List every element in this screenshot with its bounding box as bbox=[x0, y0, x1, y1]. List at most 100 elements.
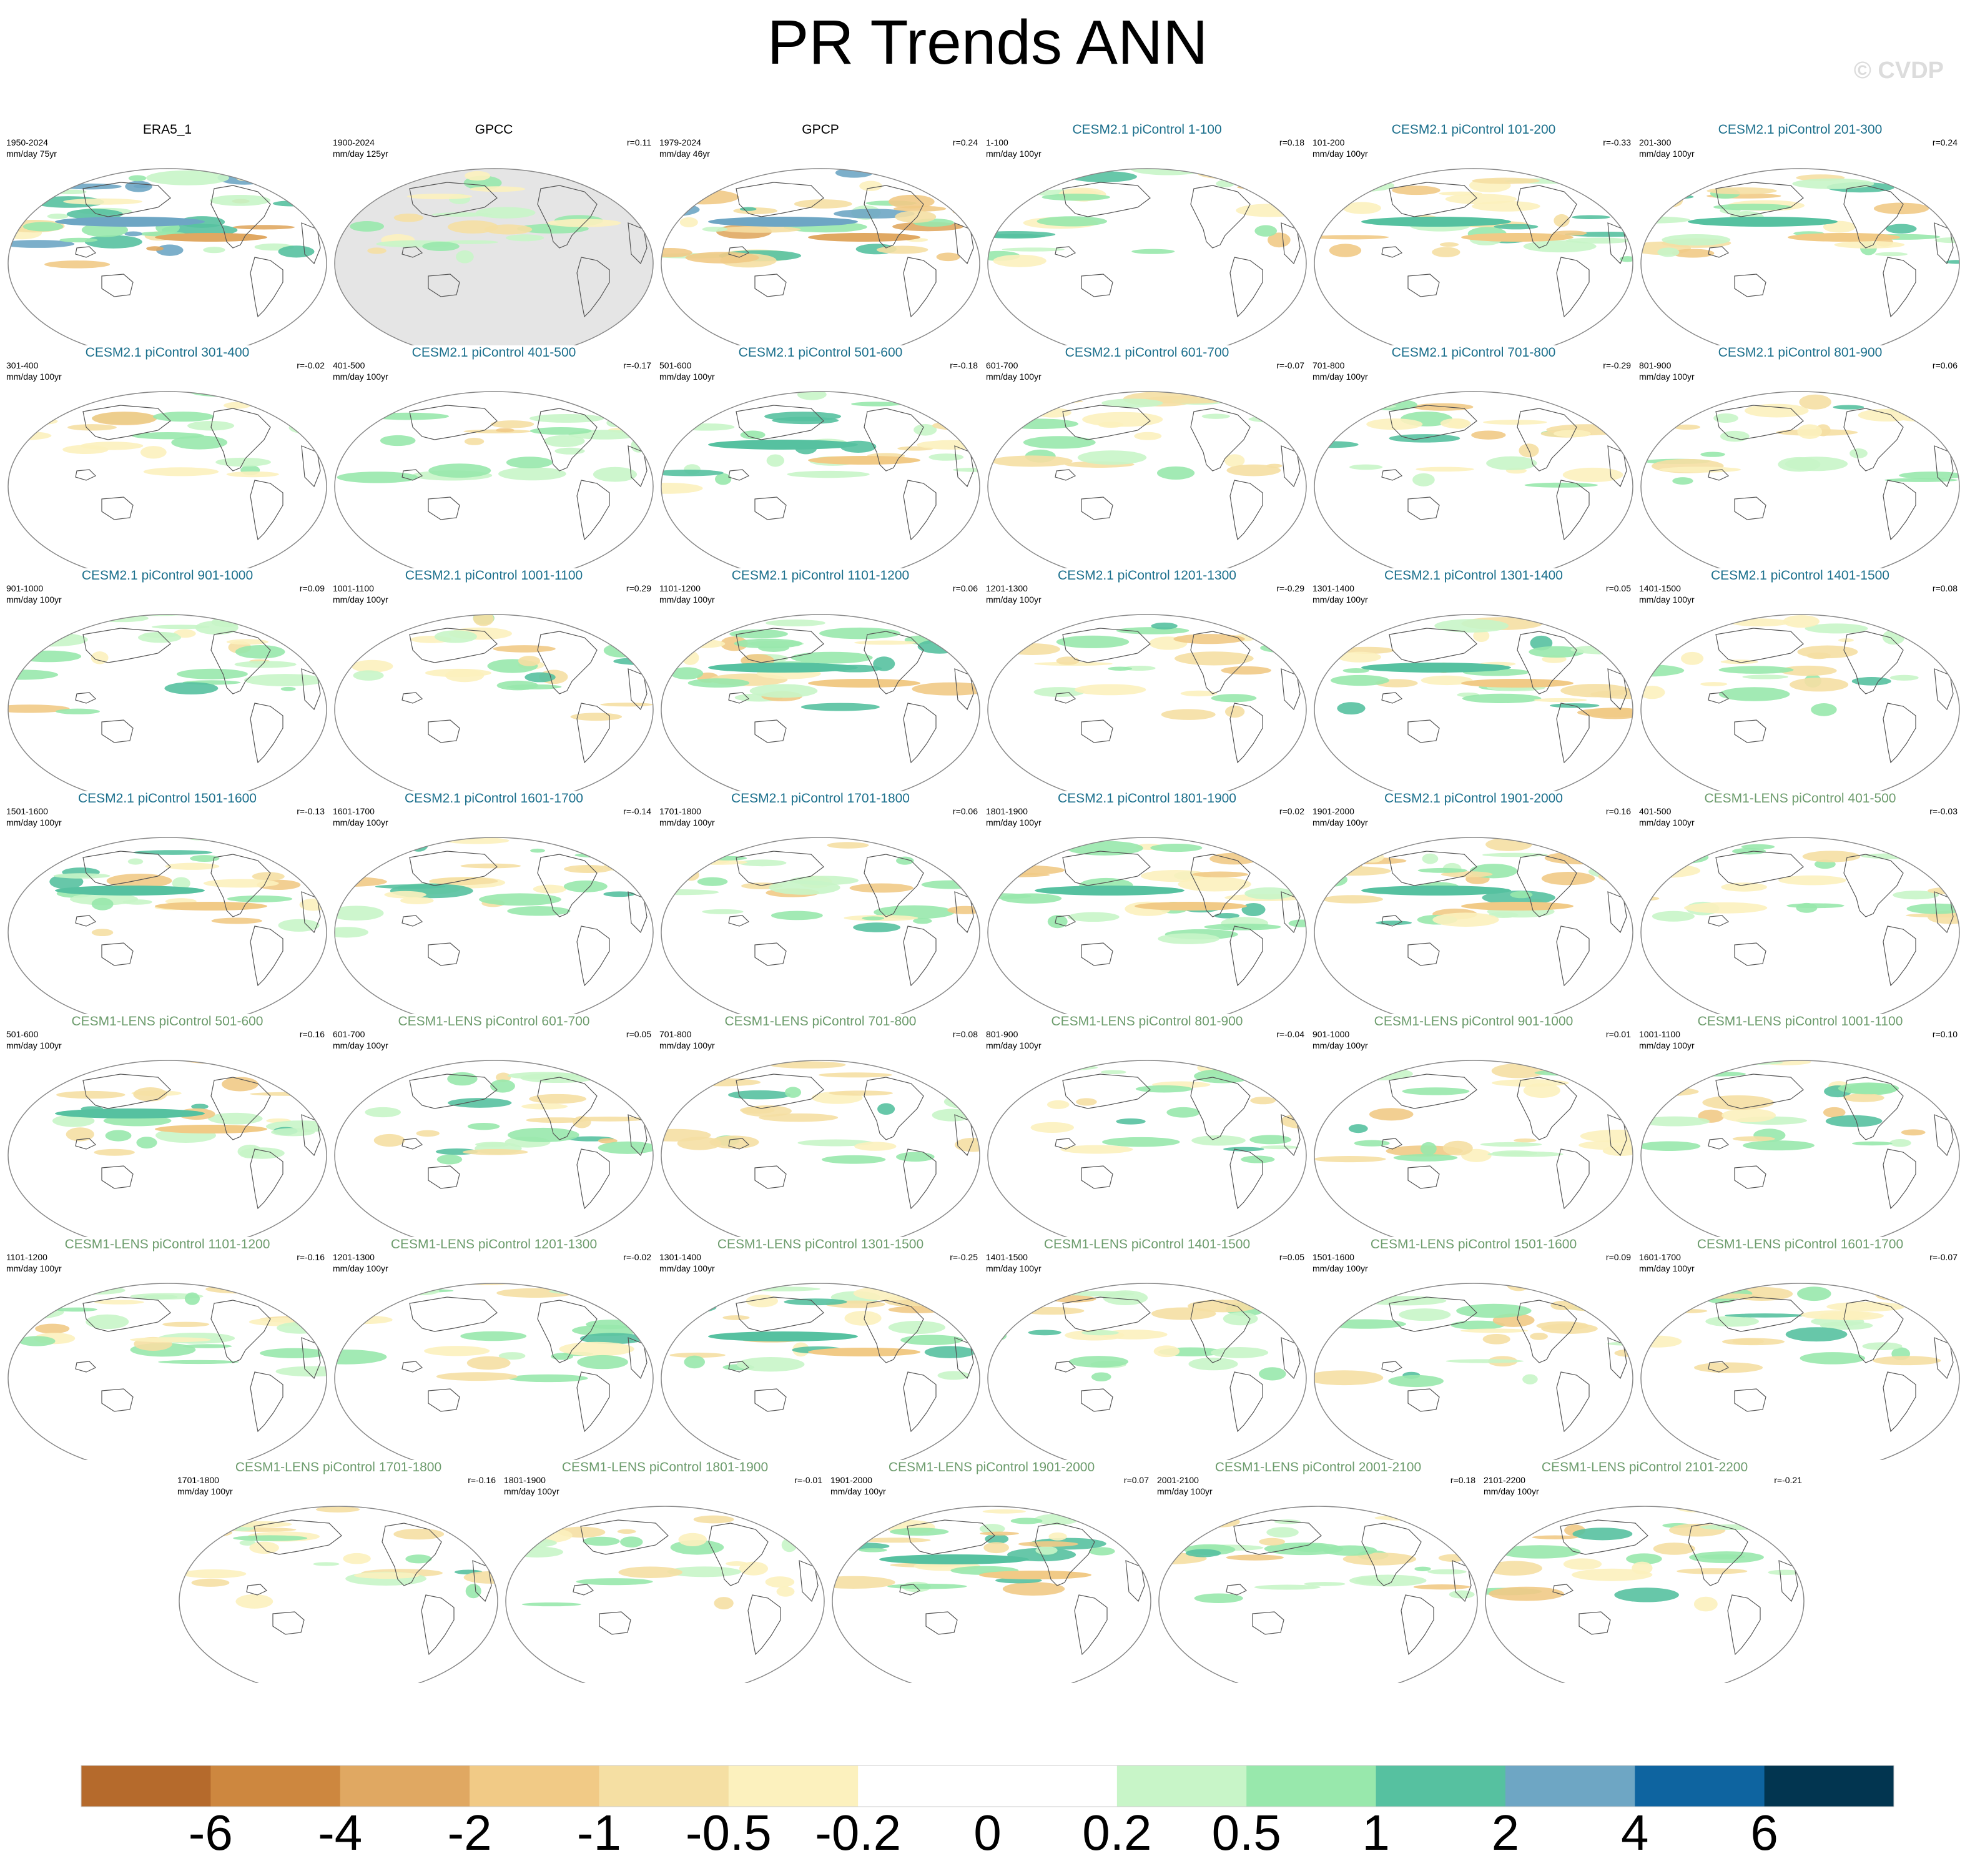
pattern-correlation: r=0.11 bbox=[626, 137, 651, 147]
panel-period: 1401-1500 mm/day 100yr bbox=[1639, 583, 1695, 605]
pattern-correlation: r=-0.29 bbox=[1276, 583, 1304, 593]
colorbar-swatch bbox=[728, 1765, 859, 1807]
map-background bbox=[1641, 1283, 1959, 1460]
panel-period: 1101-1200 mm/day 100yr bbox=[659, 583, 715, 605]
period-label: 901-1000 bbox=[1313, 1029, 1350, 1039]
colorbar-swatch bbox=[1376, 1765, 1506, 1807]
map-outline bbox=[1640, 614, 1960, 791]
period-label: 901-1000 bbox=[6, 583, 44, 593]
world-map bbox=[987, 614, 1307, 791]
colorbar-swatch bbox=[1116, 1765, 1247, 1807]
world-map bbox=[334, 614, 654, 791]
period-label: 701-800 bbox=[1313, 360, 1345, 370]
panel-title: CESM1-LENS piControl 401-500 bbox=[1704, 791, 1896, 806]
colorbar-tick-label: -4 bbox=[318, 1805, 363, 1860]
pattern-correlation: r=-0.18 bbox=[950, 360, 978, 370]
panel-period: 1950-2024 mm/day 75yr bbox=[6, 137, 57, 159]
map-background bbox=[335, 1283, 653, 1460]
units-label: mm/day 100yr bbox=[1639, 817, 1695, 827]
map-background bbox=[661, 615, 980, 791]
pattern-correlation: r=-0.13 bbox=[297, 806, 325, 816]
panel-title: CESM1-LENS piControl 501-600 bbox=[71, 1014, 263, 1029]
panel-title: CESM1-LENS piControl 801-900 bbox=[1051, 1014, 1243, 1029]
period-label: 501-600 bbox=[659, 360, 692, 370]
map-panel: CESM2.1 piControl 1501-1600 1501-1600 mm/d… bbox=[5, 791, 330, 1014]
units-label: mm/day 100yr bbox=[986, 595, 1042, 605]
world-map bbox=[7, 1283, 327, 1460]
pattern-correlation: r=0.02 bbox=[1279, 806, 1304, 816]
units-label: mm/day 100yr bbox=[986, 1263, 1042, 1273]
units-label: mm/day 100yr bbox=[1639, 595, 1695, 605]
units-label: mm/day 100yr bbox=[1639, 149, 1695, 159]
units-label: mm/day 100yr bbox=[1639, 372, 1695, 382]
units-label: mm/day 100yr bbox=[659, 1263, 715, 1273]
panel-title: CESM2.1 piControl 1901-2000 bbox=[1384, 791, 1563, 806]
period-label: 601-700 bbox=[333, 1029, 365, 1039]
map-outline bbox=[661, 837, 980, 1014]
pattern-correlation: r=0.10 bbox=[1932, 1029, 1958, 1039]
panel-title: CESM2.1 piControl 1601-1700 bbox=[404, 791, 583, 806]
units-label: mm/day 100yr bbox=[1639, 1263, 1695, 1273]
units-label: mm/day 100yr bbox=[333, 1263, 388, 1273]
panel-title: ERA5_1 bbox=[142, 122, 192, 137]
units-label: mm/day 100yr bbox=[333, 817, 388, 827]
world-map bbox=[987, 168, 1307, 345]
period-label: 1301-1400 bbox=[659, 1252, 701, 1262]
map-panel: ERA5_1 1950-2024 mm/day 75yr bbox=[5, 122, 330, 345]
world-map bbox=[505, 1506, 825, 1683]
map-background bbox=[1641, 615, 1959, 791]
period-label: 701-800 bbox=[659, 1029, 692, 1039]
period-label: 401-500 bbox=[333, 360, 365, 370]
colorbar-tick-label: 0.2 bbox=[1082, 1805, 1152, 1860]
panel-period: 801-900 mm/day 100yr bbox=[1639, 360, 1695, 382]
map-panel: CESM1-LENS piControl 1501-1600 1501-1600 m… bbox=[1311, 1237, 1636, 1460]
colorbar-tick-label: 0 bbox=[973, 1805, 1002, 1860]
period-label: 1501-1600 bbox=[6, 806, 48, 816]
panel-title: GPCC bbox=[475, 122, 513, 137]
trend-field bbox=[1641, 174, 1959, 318]
pattern-correlation: r=-0.02 bbox=[297, 360, 325, 370]
map-panel: CESM2.1 piControl 101-200 101-200 mm/day 1… bbox=[1311, 122, 1636, 345]
units-label: mm/day 75yr bbox=[6, 149, 57, 159]
period-label: 1701-1800 bbox=[177, 1475, 219, 1485]
period-label: 501-600 bbox=[6, 1029, 39, 1039]
pattern-correlation: r=0.05 bbox=[1279, 1252, 1304, 1262]
map-outline bbox=[334, 1060, 654, 1237]
period-label: 1-100 bbox=[986, 137, 1008, 147]
world-map bbox=[832, 1506, 1151, 1683]
panel-title: CESM1-LENS piControl 1101-1200 bbox=[64, 1237, 270, 1251]
map-panel: CESM2.1 piControl 301-400 301-400 mm/day 1… bbox=[5, 345, 330, 568]
world-map bbox=[987, 1283, 1307, 1460]
colorbar-tick-label: 2 bbox=[1491, 1805, 1520, 1860]
panel-title: CESM1-LENS piControl 1801-1900 bbox=[561, 1460, 769, 1474]
colorbar-swatch bbox=[858, 1765, 988, 1807]
pattern-correlation: r=0.08 bbox=[1932, 583, 1958, 593]
panel-period: 1901-2000 mm/day 100yr bbox=[1313, 806, 1368, 828]
panel-period: 601-700 mm/day 100yr bbox=[333, 1029, 388, 1051]
map-panel: CESM2.1 piControl 601-700 601-700 mm/day 1… bbox=[985, 345, 1309, 568]
map-outline bbox=[1314, 1060, 1633, 1237]
panel-period: 1201-1300 mm/day 100yr bbox=[333, 1251, 388, 1274]
units-label: mm/day 100yr bbox=[6, 1263, 62, 1273]
period-label: 1601-1700 bbox=[1639, 1252, 1681, 1262]
colorbar-tick-label: -1 bbox=[576, 1805, 621, 1860]
map-outline bbox=[661, 391, 980, 568]
panel-title: CESM2.1 piControl 901-1000 bbox=[81, 568, 254, 583]
trend-field bbox=[671, 615, 980, 764]
units-label: mm/day 46yr bbox=[659, 149, 710, 159]
panel-period: 501-600 mm/day 100yr bbox=[659, 360, 715, 382]
world-map bbox=[7, 837, 327, 1014]
panel-title: CESM2.1 piControl 1301-1400 bbox=[1384, 568, 1563, 583]
units-label: mm/day 125yr bbox=[333, 149, 388, 159]
map-outline bbox=[1640, 1060, 1960, 1237]
panel-period: 1101-1200 mm/day 100yr bbox=[6, 1251, 62, 1274]
pattern-correlation: r=0.06 bbox=[952, 806, 978, 816]
map-panel: CESM2.1 piControl 1901-2000 1901-2000 mm/d… bbox=[1311, 791, 1636, 1014]
map-panel: CESM2.1 piControl 1-100 1-100 mm/day 100yr… bbox=[985, 122, 1309, 345]
period-label: 101-200 bbox=[1313, 137, 1345, 147]
trend-field bbox=[350, 170, 648, 318]
period-label: 401-500 bbox=[1639, 806, 1672, 816]
map-panel: CESM1-LENS piControl 601-700 601-700 mm/da… bbox=[332, 1014, 656, 1237]
trend-field bbox=[365, 1060, 653, 1210]
panel-period: 1601-1700 mm/day 100yr bbox=[333, 806, 388, 828]
